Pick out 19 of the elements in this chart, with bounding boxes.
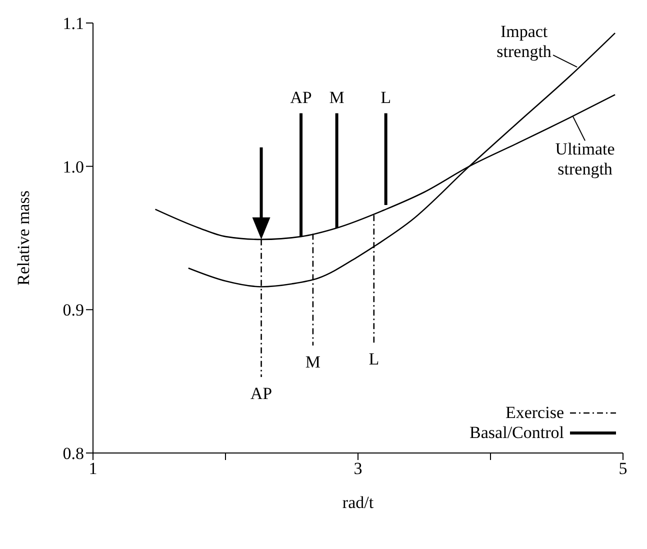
legend-label: Basal/Control — [470, 423, 564, 443]
y-tick-label: 1.1 — [62, 14, 84, 34]
x-tick-label: 3 — [354, 459, 362, 478]
y-tick-label: 1.0 — [62, 157, 84, 176]
annotation: M — [305, 352, 321, 372]
x-tick-label: 1 — [88, 459, 98, 478]
x-axis-title: rad/t — [342, 493, 374, 512]
y-tick-label: 0.8 — [62, 444, 84, 464]
annotation: AP — [250, 384, 272, 403]
series-label: Impact strength — [496, 22, 552, 62]
x-tick-label: 5 — [618, 459, 628, 478]
legend-label: Exercise — [505, 403, 564, 423]
annotation: AP — [290, 88, 312, 108]
annotation: L — [368, 350, 380, 369]
y-axis-title: Relative mass — [14, 190, 34, 286]
y-tick-label: 0.9 — [62, 300, 84, 320]
series-label: Ultimate strength — [555, 140, 615, 179]
annotation: L — [380, 88, 392, 108]
annotation: M — [329, 88, 344, 108]
